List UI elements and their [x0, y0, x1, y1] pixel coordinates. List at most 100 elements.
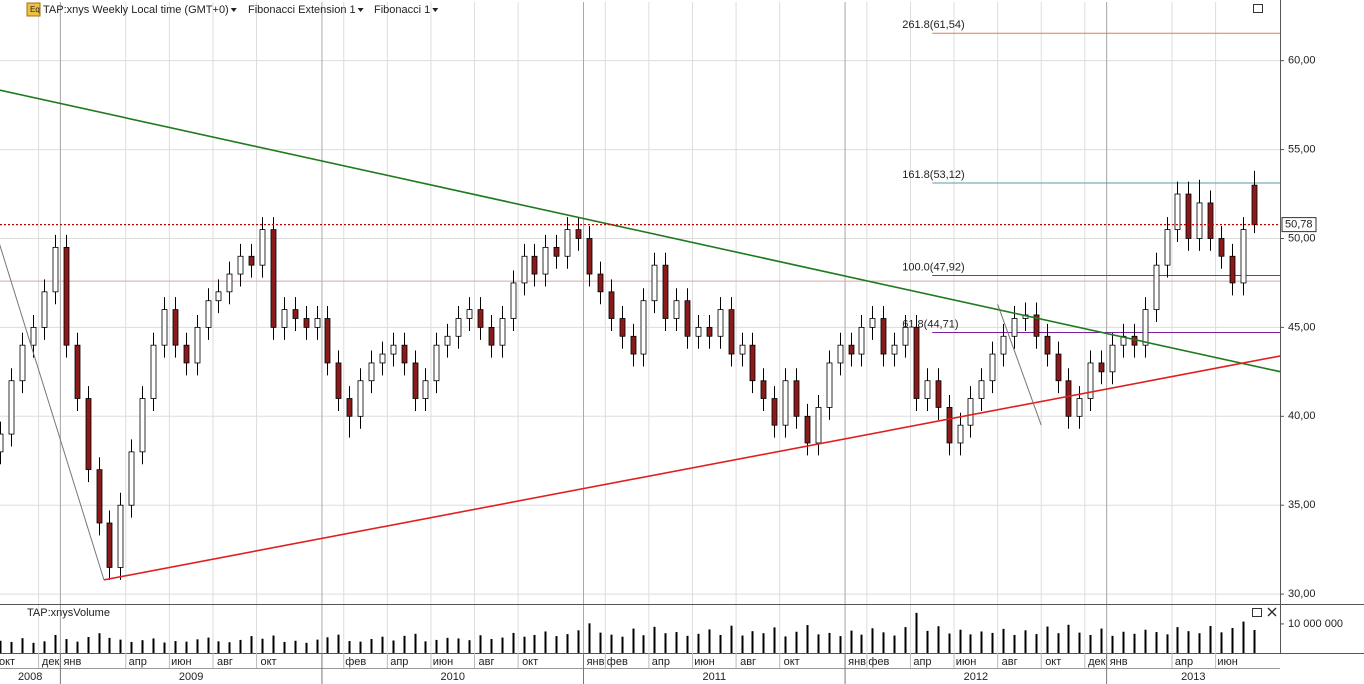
candle-body — [477, 309, 484, 328]
candle-body — [1098, 362, 1105, 373]
candle-body — [673, 300, 680, 319]
x-tick-label: июн — [171, 656, 191, 668]
candle-body — [553, 246, 560, 257]
dropdown-arrow — [432, 8, 439, 12]
volume-bar — [414, 633, 417, 653]
volume-bar — [850, 630, 853, 653]
volume-bar — [860, 634, 863, 653]
x-tick-label: фев — [607, 656, 628, 668]
candle-body — [695, 326, 702, 337]
candle-body — [41, 291, 48, 328]
candle-body — [292, 309, 299, 319]
volume-bar — [784, 636, 787, 653]
year-label: 2010 — [440, 671, 464, 683]
x-tick-label: окт — [784, 656, 800, 668]
volume-bar — [1002, 628, 1005, 653]
candle-body — [837, 344, 844, 364]
volume-bar — [882, 632, 885, 653]
y-tick-label: 30,00 — [1288, 588, 1316, 600]
candle-body — [205, 300, 212, 328]
x-tick-label: авг — [1002, 656, 1018, 668]
candle-body — [946, 407, 953, 444]
volume-bar — [305, 642, 308, 653]
volume-bar — [283, 641, 286, 653]
volume-bar — [217, 641, 220, 653]
candle-body — [913, 326, 920, 399]
volume-bar — [926, 630, 929, 653]
candle-body — [194, 326, 201, 364]
candle-body — [782, 380, 789, 426]
fib-label: 61.8(44,71) — [902, 318, 958, 330]
volume-bar — [1220, 632, 1223, 653]
volume-bar — [1078, 632, 1081, 653]
candle-body — [1033, 314, 1040, 337]
volume-bar — [141, 640, 144, 653]
candle-body — [117, 504, 124, 568]
volume-bar — [98, 633, 101, 653]
volume-bar — [468, 640, 471, 653]
candle-body — [1065, 380, 1072, 417]
volume-bar — [719, 634, 722, 653]
candle-body — [1076, 398, 1083, 417]
candle-body — [1229, 255, 1236, 284]
candle-body — [630, 335, 637, 355]
header-study[interactable]: Fibonacci 1 — [374, 4, 430, 16]
candle-body — [1087, 362, 1094, 399]
candle-body — [412, 362, 419, 399]
volume-bar — [1209, 625, 1212, 653]
candle-body — [1011, 318, 1018, 337]
x-tick-label: фев — [345, 656, 366, 668]
volume-bar — [152, 638, 155, 653]
volume-bar — [174, 641, 177, 653]
candle-body — [324, 318, 331, 364]
volume-bar — [871, 628, 874, 653]
volume-bar — [741, 635, 744, 653]
candle-body — [422, 380, 429, 399]
volume-bar — [980, 631, 983, 653]
volume-bar — [76, 641, 79, 653]
volume-bar — [1013, 634, 1016, 653]
volume-bar — [457, 638, 460, 653]
candle-body — [880, 318, 887, 355]
candle-body — [303, 318, 310, 328]
volume-bar — [10, 641, 13, 653]
volume-bar — [381, 636, 384, 653]
x-tick-label: янв — [587, 656, 605, 668]
maximize-button[interactable] — [1252, 608, 1262, 617]
x-tick-label: апр — [1175, 656, 1193, 668]
candle-body — [390, 344, 397, 355]
volume-bar — [1187, 631, 1190, 653]
volume-bar — [392, 640, 395, 653]
candle-body — [128, 451, 135, 506]
volume-bar — [185, 641, 188, 653]
volume-bar — [1089, 634, 1092, 653]
candle-body — [335, 362, 342, 399]
candle-body — [608, 291, 615, 319]
candle-body — [1218, 238, 1225, 257]
x-tick-label: янв — [63, 656, 81, 668]
candle-body — [52, 246, 59, 293]
candle-body — [488, 326, 495, 346]
volume-bar — [261, 638, 264, 653]
year-label: 2008 — [18, 671, 42, 683]
header-symbol[interactable]: TAP:xnys Weekly Local time (GMT+0) — [43, 4, 229, 16]
x-tick-label: дек — [1088, 656, 1106, 668]
volume-bar — [54, 634, 57, 653]
header-study[interactable]: Fibonacci Extension 1 — [248, 4, 356, 16]
volume-bar — [43, 641, 46, 653]
maximize-button[interactable] — [1253, 4, 1263, 13]
candle-body — [760, 380, 767, 399]
x-tick-label: авг — [479, 656, 495, 668]
volume-bar — [1111, 635, 1114, 653]
candle-body — [619, 318, 626, 337]
candle-body — [270, 229, 277, 328]
symbol-icon[interactable] — [26, 2, 41, 17]
close-button[interactable] — [1267, 607, 1277, 617]
x-tick-label: окт — [0, 656, 15, 668]
candle-body — [510, 282, 517, 319]
candle-body — [0, 433, 4, 453]
volume-bar — [1242, 621, 1245, 653]
candle-body — [172, 309, 179, 346]
candle-body — [858, 326, 865, 355]
